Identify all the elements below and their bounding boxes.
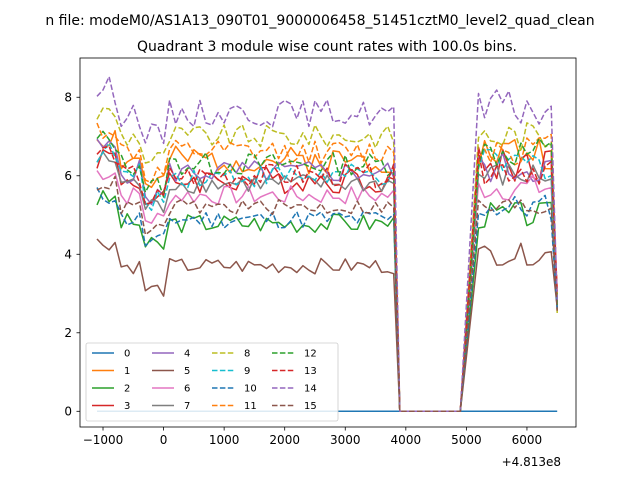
legend-label-6: 6 bbox=[184, 384, 190, 395]
x-tick-label: 6000 bbox=[512, 433, 543, 447]
y-tick-label: 8 bbox=[64, 90, 72, 104]
legend-label-7: 7 bbox=[184, 401, 190, 412]
series-line-10 bbox=[96, 187, 558, 413]
legend-label-14: 14 bbox=[304, 384, 317, 395]
x-tick-label: 0 bbox=[160, 433, 168, 447]
series-line-5 bbox=[96, 238, 558, 413]
axes: −1000 0 1000 2000 3000 4000 5000 6000 0 2 4 6 8 bbox=[64, 57, 577, 447]
y-tick-label: 2 bbox=[64, 326, 72, 340]
series-line-13 bbox=[96, 145, 558, 413]
x-tick-label: −1000 bbox=[83, 433, 124, 447]
y-tick-label: 4 bbox=[64, 247, 72, 261]
legend-box bbox=[85, 342, 339, 422]
figure-suptitle: n file: modeM0/AS1A13_090T01_9000006458_… bbox=[45, 13, 594, 29]
series-line-12 bbox=[96, 130, 558, 413]
series-line-6 bbox=[96, 170, 558, 413]
series-line-8 bbox=[96, 107, 558, 413]
legend-label-8: 8 bbox=[244, 349, 250, 360]
legend-label-11: 11 bbox=[244, 401, 257, 412]
x-tick-label: 5000 bbox=[451, 433, 482, 447]
legend-label-4: 4 bbox=[184, 349, 190, 360]
legend-label-3: 3 bbox=[124, 401, 130, 412]
legend-label-10: 10 bbox=[244, 384, 257, 395]
legend-label-0: 0 bbox=[124, 349, 130, 360]
y-tick-label: 0 bbox=[64, 404, 72, 418]
x-tick-label: 4000 bbox=[391, 433, 422, 447]
plot-area bbox=[96, 75, 558, 413]
series-line-4 bbox=[96, 138, 558, 413]
series-line-14 bbox=[96, 75, 558, 413]
chart-title: Quadrant 3 module wise count rates with … bbox=[137, 39, 517, 55]
legend-label-2: 2 bbox=[124, 384, 130, 395]
x-tick-label: 1000 bbox=[209, 433, 240, 447]
legend-label-9: 9 bbox=[244, 366, 250, 377]
legend-label-5: 5 bbox=[184, 366, 190, 377]
series-line-7 bbox=[96, 151, 558, 413]
legend-label-1: 1 bbox=[124, 366, 130, 377]
y-tick-label: 6 bbox=[64, 169, 72, 183]
axes-frame bbox=[79, 57, 577, 428]
series-line-15 bbox=[96, 175, 558, 413]
x-tick-label: 2000 bbox=[269, 433, 300, 447]
x-offset-label: +4.813e8 bbox=[502, 455, 561, 469]
legend-label-13: 13 bbox=[304, 366, 317, 377]
legend-label-15: 15 bbox=[304, 401, 317, 412]
x-tick-label: 3000 bbox=[330, 433, 361, 447]
legend-label-12: 12 bbox=[304, 349, 317, 360]
